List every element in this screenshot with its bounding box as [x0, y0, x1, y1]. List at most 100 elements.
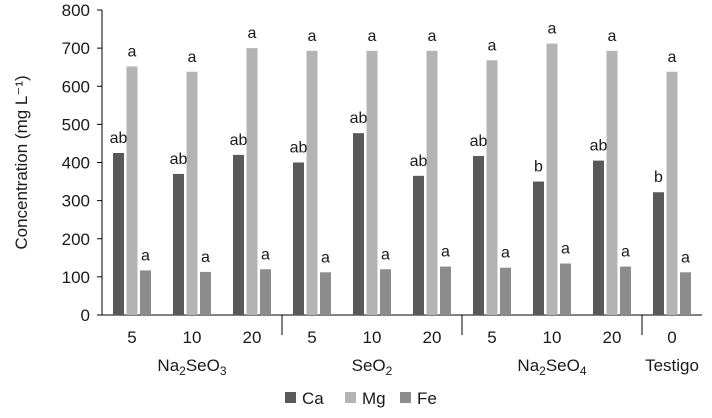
bar-ca — [653, 192, 664, 315]
group-label-subscript: 2 — [179, 364, 186, 378]
significance-label: a — [141, 247, 150, 264]
significance-label: a — [488, 37, 497, 54]
group-label-text: Na — [517, 356, 539, 375]
bar-fe — [260, 269, 271, 315]
y-tick-label: 700 — [62, 39, 90, 58]
significance-label: a — [128, 43, 137, 60]
bar-fe — [680, 272, 691, 315]
x-tick-label: 10 — [183, 328, 202, 347]
bar-mg — [366, 50, 378, 315]
bar-mg — [546, 43, 558, 316]
bar-fe — [380, 269, 391, 315]
significance-label: ab — [350, 110, 368, 127]
significance-label: a — [561, 241, 570, 258]
x-tick-label: 0 — [667, 328, 676, 347]
bar-mg — [126, 66, 138, 315]
bar-mg — [666, 71, 678, 315]
significance-label: b — [654, 169, 663, 186]
y-tick-label: 100 — [62, 268, 90, 287]
group-label-text: Testigo — [645, 356, 699, 375]
legend-label-mg: Mg — [362, 389, 386, 408]
x-tick-label: 20 — [603, 328, 622, 347]
group-label-text: SeO — [352, 356, 386, 375]
x-tick-label: 5 — [487, 328, 496, 347]
significance-label: b — [534, 159, 543, 176]
bar-ca — [293, 162, 304, 315]
significance-label: a — [608, 28, 617, 45]
significance-label: ab — [230, 132, 248, 149]
significance-label: a — [681, 249, 690, 266]
x-tick-label: 20 — [243, 328, 262, 347]
significance-label: ab — [170, 151, 188, 168]
significance-label: a — [321, 249, 330, 266]
group-label-text: Na — [157, 356, 179, 375]
legend-swatch-ca — [285, 392, 296, 403]
bar-fe — [440, 266, 451, 315]
bar-mg — [186, 71, 198, 315]
x-tick-label: 20 — [423, 328, 442, 347]
significance-label: a — [381, 246, 390, 263]
significance-label: ab — [410, 153, 428, 170]
bar-mg — [426, 50, 438, 315]
group-label-subscript: 2 — [539, 364, 546, 378]
group-label-text: SeO — [546, 356, 580, 375]
bar-ca — [473, 156, 484, 315]
significance-label: a — [501, 245, 510, 262]
y-tick-label: 600 — [62, 77, 90, 96]
significance-label: a — [428, 28, 437, 45]
x-tick-label: 5 — [127, 328, 136, 347]
bar-mg — [606, 50, 618, 315]
significance-label: ab — [470, 133, 488, 150]
legend-swatch-mg — [345, 392, 356, 403]
bar-mg — [486, 60, 498, 316]
group-label: Na2SeO3 — [157, 356, 226, 378]
bar-ca — [233, 154, 244, 315]
group-label-text: SeO — [186, 356, 220, 375]
x-tick-label: 5 — [307, 328, 316, 347]
bar-fe — [320, 272, 331, 315]
group-label: Na2SeO4 — [517, 356, 586, 378]
y-tick-label: 400 — [62, 154, 90, 173]
bar-fe — [620, 266, 631, 315]
y-tick-label: 200 — [62, 230, 90, 249]
significance-label: a — [201, 249, 210, 266]
group-label-subscript: 2 — [386, 364, 393, 378]
y-axis-title: Concentration (mg L⁻¹) — [12, 75, 31, 249]
bar-fe — [500, 267, 511, 315]
x-tick-label: 10 — [543, 328, 562, 347]
significance-label: a — [621, 244, 630, 261]
y-tick-label: 0 — [81, 306, 90, 325]
significance-label: ab — [110, 130, 128, 147]
bar-ca — [113, 152, 124, 315]
significance-label: a — [548, 21, 557, 38]
significance-label: ab — [590, 138, 608, 155]
y-tick-label: 500 — [62, 115, 90, 134]
bar-fe — [560, 263, 571, 315]
significance-label: a — [308, 28, 317, 45]
group-label: Testigo — [645, 356, 699, 375]
group-label-subscript: 3 — [220, 364, 227, 378]
bar-ca — [353, 133, 364, 315]
significance-label: a — [261, 246, 270, 263]
group-label-subscript: 4 — [580, 364, 587, 378]
bar-mg — [246, 48, 258, 315]
bar-mg — [306, 50, 318, 315]
legend-swatch-fe — [400, 392, 411, 403]
significance-label: a — [441, 244, 450, 261]
bar-ca — [413, 175, 424, 315]
legend-label-fe: Fe — [417, 389, 437, 408]
significance-label: a — [248, 25, 257, 42]
significance-label: a — [668, 49, 677, 66]
y-tick-label: 800 — [62, 1, 90, 20]
significance-label: a — [188, 49, 197, 66]
bar-fe — [200, 271, 211, 315]
x-tick-label: 10 — [363, 328, 382, 347]
bar-ca — [533, 181, 544, 315]
bar-ca — [173, 173, 184, 315]
legend-label-ca: Ca — [302, 389, 324, 408]
significance-label: ab — [290, 140, 308, 157]
group-label: SeO2 — [352, 356, 393, 378]
bar-ca — [593, 160, 604, 315]
bar-fe — [140, 270, 151, 315]
